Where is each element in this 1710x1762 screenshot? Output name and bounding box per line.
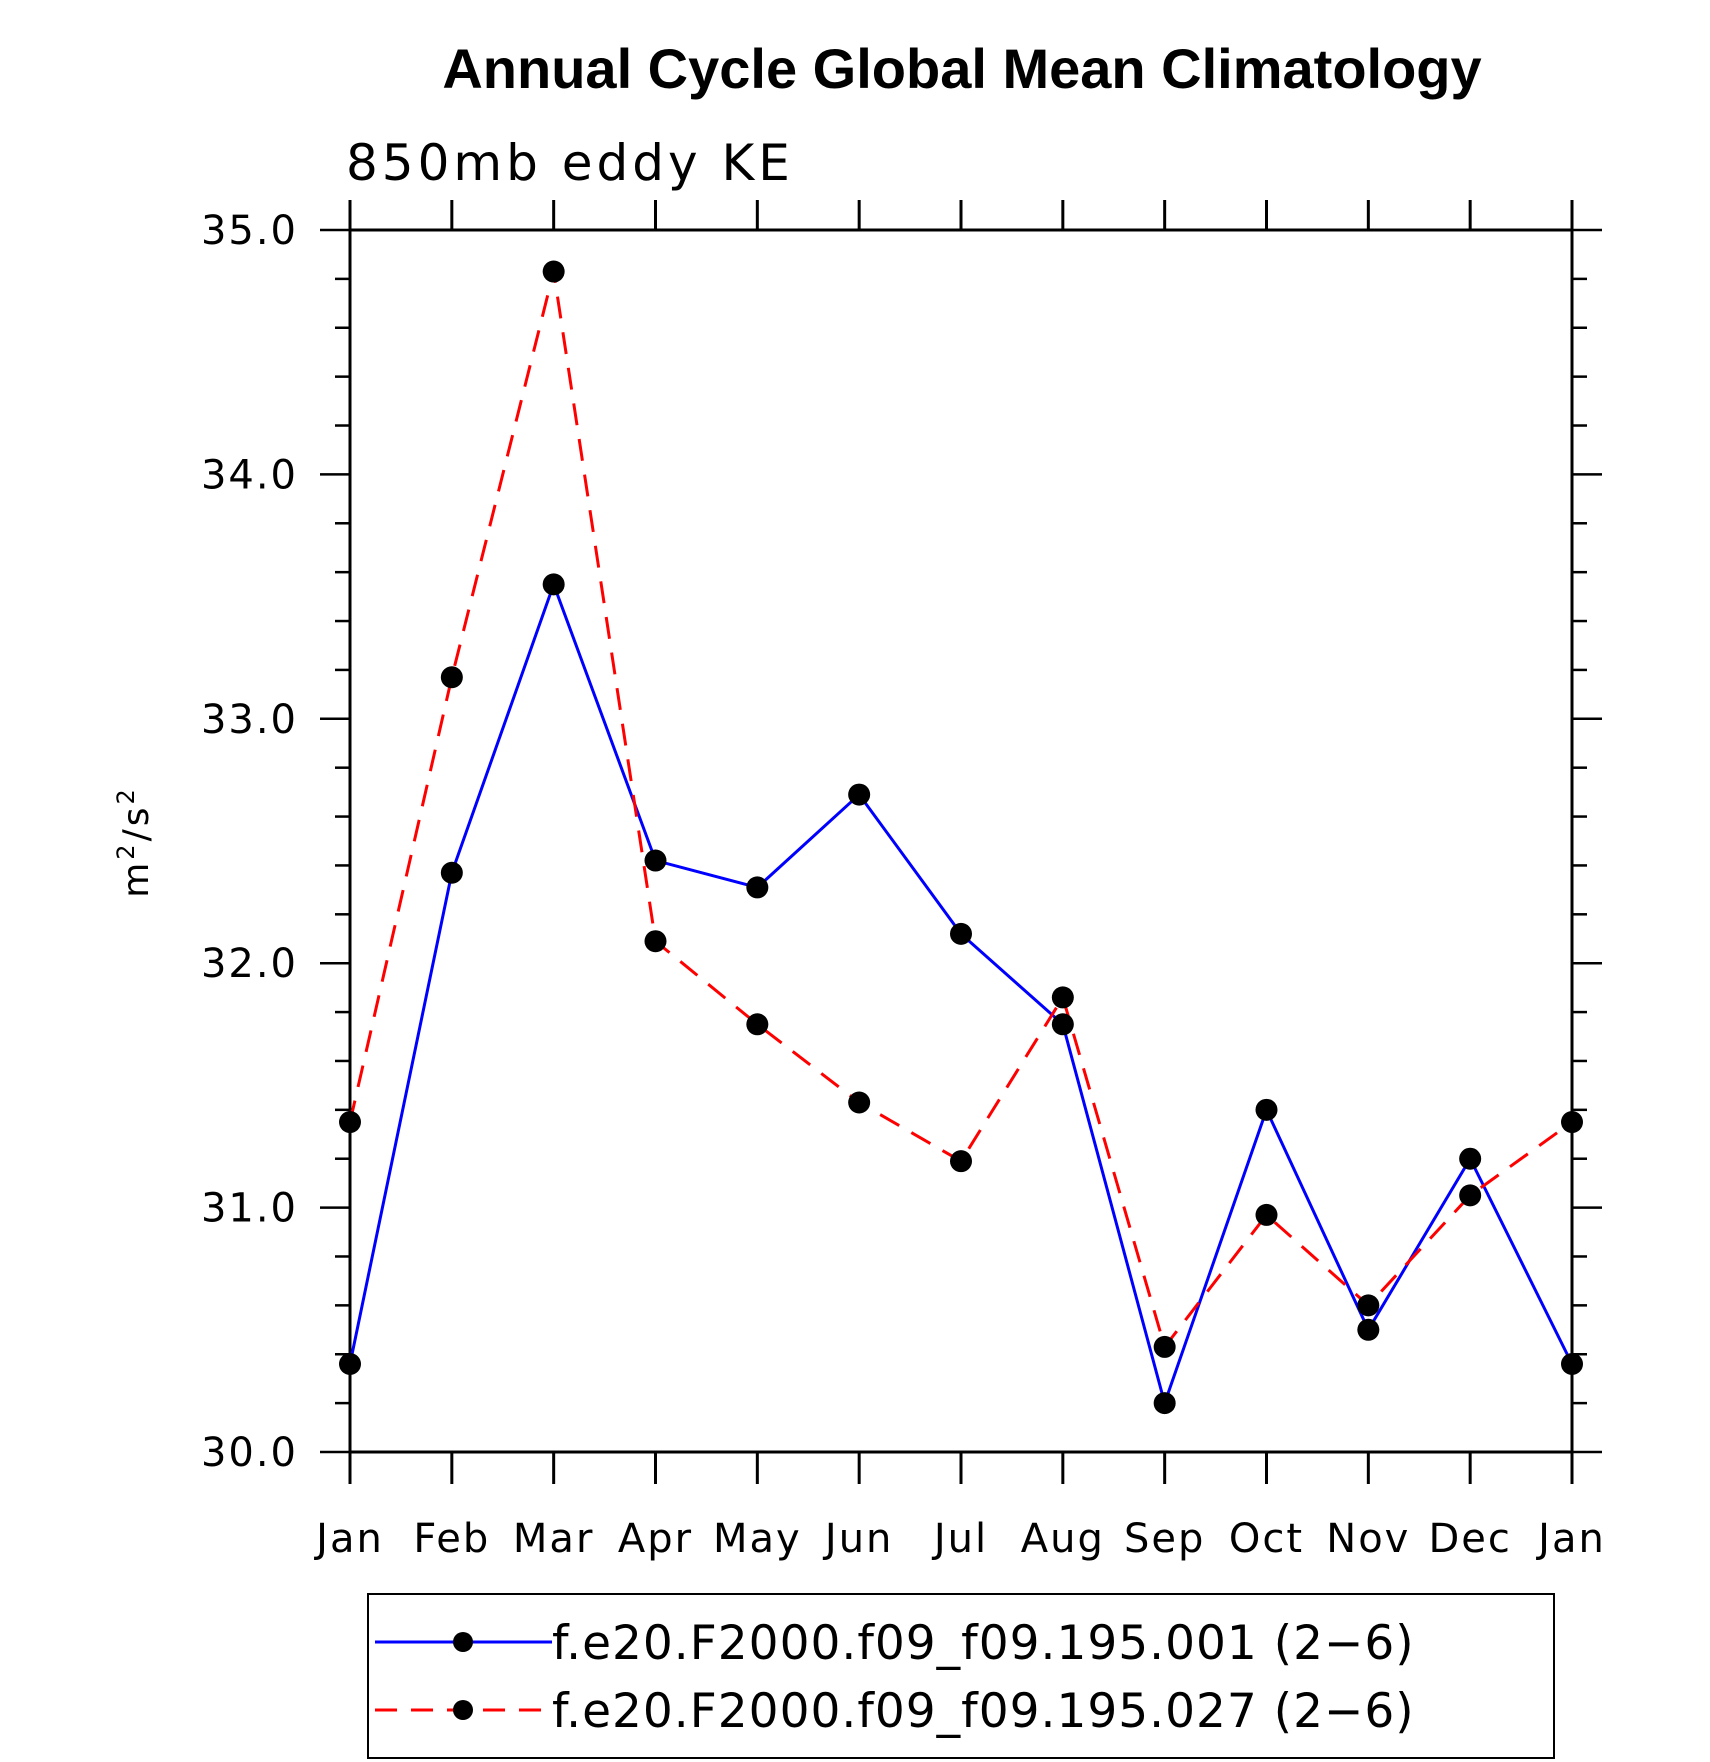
- x-tick-label: Jan: [1535, 1516, 1606, 1562]
- series-line-1: [348, 579, 1574, 1409]
- data-point-series-2: [950, 1150, 972, 1173]
- y-tick-label: 30.0: [201, 1430, 298, 1476]
- data-point-series-1: [950, 922, 972, 945]
- chart-subtitle: 850mb eddy KE: [346, 134, 794, 192]
- data-point-series-1: [1561, 1353, 1583, 1376]
- x-axis-tick-labels: Jan Feb Mar Apr May Jun Jul Aug Sep Oct Nov Dec Jan: [313, 1516, 1606, 1562]
- data-point-series-2: [339, 1111, 361, 1134]
- y-tick-label: 31.0: [201, 1186, 298, 1232]
- y-axis-label: m2/s2: [112, 786, 157, 898]
- y-tick-label: 35.0: [201, 208, 298, 254]
- x-tick-label: Jul: [931, 1516, 988, 1562]
- data-point-series-1: [1051, 1013, 1074, 1036]
- data-point-series-1: [440, 861, 463, 884]
- data-point-series-2: [542, 260, 565, 283]
- legend-label-1: f.e20.F2000.f09_f09.195.001 (2−6): [552, 1616, 1415, 1671]
- data-point-series-2: [440, 666, 463, 689]
- data-point-series-2: [1255, 1203, 1278, 1226]
- legend-marker-1: [453, 1632, 473, 1652]
- data-point-series-1: [542, 573, 565, 596]
- data-point-series-2: [1051, 986, 1074, 1009]
- data-point-series-1: [1255, 1098, 1278, 1121]
- x-tick-label: May: [713, 1516, 802, 1562]
- x-tick-label: Aug: [1021, 1516, 1105, 1562]
- y-axis-label-superscript: 2: [112, 841, 140, 859]
- data-point-series-2: [746, 1013, 769, 1036]
- x-tick-label: Jan: [313, 1516, 384, 1562]
- legend-box: [367, 1593, 1555, 1759]
- y-axis-label-part: /s: [116, 805, 157, 842]
- y-axis-label-superscript: 2: [112, 786, 140, 804]
- legend-marker-2: [453, 1700, 473, 1720]
- x-tick-label: Dec: [1428, 1516, 1511, 1562]
- y-tick-label: 33.0: [201, 697, 298, 743]
- series-layer: [339, 260, 1583, 1415]
- data-point-series-1: [1153, 1392, 1176, 1415]
- x-tick-label: Jun: [822, 1516, 894, 1562]
- data-point-series-1: [848, 783, 871, 806]
- y-axis-tick-labels: 30.0 31.0 32.0 33.0 34.0 35.0: [201, 208, 298, 1476]
- x-tick-label: Sep: [1124, 1516, 1205, 1562]
- plot-frame: [348, 228, 1574, 1454]
- x-tick-label: Nov: [1326, 1516, 1410, 1562]
- data-point-series-2: [1357, 1294, 1380, 1317]
- x-tick-label: Oct: [1229, 1516, 1304, 1562]
- y-tick-label: 32.0: [201, 941, 298, 987]
- data-point-series-1: [339, 1353, 361, 1376]
- y-axis-label-part: m: [116, 860, 157, 898]
- legend-label-2: f.e20.F2000.f09_f09.195.027 (2−6): [552, 1684, 1415, 1739]
- data-point-series-2: [1153, 1335, 1176, 1358]
- x-tick-label: Feb: [413, 1516, 490, 1562]
- data-point-series-1: [644, 849, 667, 872]
- data-point-series-2: [848, 1091, 871, 1114]
- axis-ticks: [320, 200, 1602, 1484]
- x-tick-label: Apr: [618, 1516, 693, 1562]
- series-line-2: [348, 271, 1573, 1351]
- data-point-series-2: [644, 930, 667, 953]
- data-point-series-2: [1561, 1111, 1583, 1134]
- data-point-series-1: [1357, 1318, 1380, 1341]
- data-point-series-1: [746, 876, 769, 899]
- y-axis-label-text: m2/s2: [112, 786, 157, 898]
- data-point-series-2: [1459, 1184, 1482, 1207]
- x-tick-label: Mar: [513, 1516, 594, 1562]
- chart-title: Annual Cycle Global Mean Climatology: [442, 37, 1481, 100]
- y-tick-label: 34.0: [201, 452, 298, 498]
- data-point-series-1: [1459, 1147, 1482, 1170]
- legend: f.e20.F2000.f09_f09.195.001 (2−6) f.e20.F…: [375, 1616, 1415, 1739]
